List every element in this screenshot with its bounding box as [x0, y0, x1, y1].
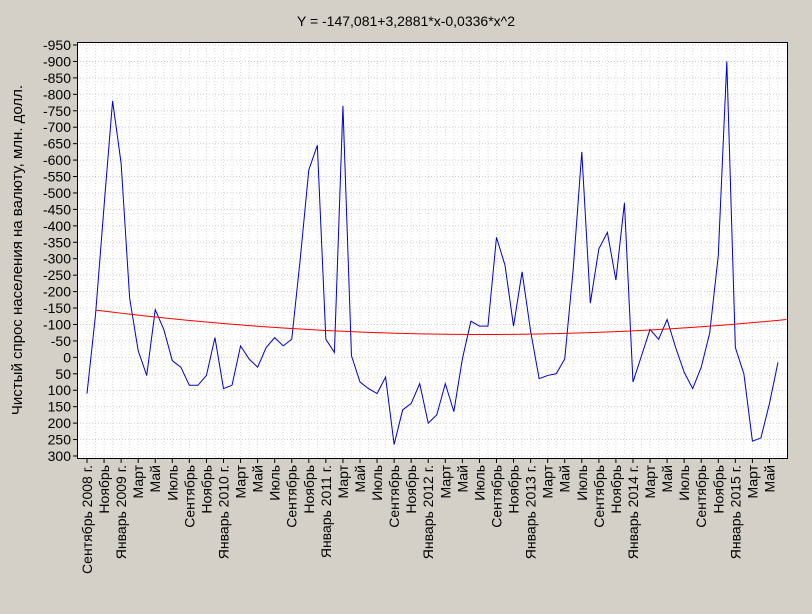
x-tick-label: Май [147, 465, 163, 492]
y-tick-label: 0 [63, 349, 71, 365]
y-tick-label: -50 [51, 333, 71, 349]
y-tick-label: 250 [48, 432, 72, 448]
grid-lines [77, 42, 788, 461]
series-layer [86, 61, 787, 445]
y-tick-label: -250 [43, 267, 71, 283]
x-tick-label: Май [352, 465, 368, 492]
y-tick-label: -700 [43, 119, 71, 135]
y-tick-label: 50 [55, 366, 71, 382]
plot-border [77, 42, 788, 459]
x-tick-label: Ноябрь [506, 465, 522, 514]
y-tick-label: -600 [43, 152, 71, 168]
y-tick-label: -350 [43, 234, 71, 250]
x-tick-label: Март [233, 464, 249, 498]
y-tick-label: -750 [43, 103, 71, 119]
x-tick-label: Май [454, 465, 470, 492]
x-tick-label: Январь 2013 г. [523, 465, 539, 559]
y-tick-label: -500 [43, 185, 71, 201]
x-tick-label: Март [437, 464, 453, 498]
x-tick-label: Июль [676, 465, 692, 501]
plot-area [77, 42, 788, 459]
x-tick-label: Май [761, 465, 777, 492]
y-tick-label: -850 [43, 70, 71, 86]
x-tick-label: Сентябрь [386, 465, 402, 528]
x-tick-label: Ноябрь [301, 465, 317, 514]
x-tick-label: Сентябрь [488, 465, 504, 528]
y-tick-label: -100 [43, 316, 71, 332]
y-tick-label: -300 [43, 251, 71, 267]
x-tick-label: Март [130, 464, 146, 498]
x-axis: Сентябрь 2008 г. Ноябрь Январь 2009 г. Март… [79, 459, 777, 574]
x-tick-label: Сентябрь [693, 465, 709, 528]
y-axis: -950-900-850-800-750-700-650-600-550-500… [43, 37, 77, 464]
x-tick-label: Январь 2012 г. [420, 465, 436, 559]
x-tick-label: Июль [164, 465, 180, 501]
x-tick-label: Сентябрь 2008 г. [79, 465, 95, 574]
x-tick-label: Сентябрь [284, 465, 300, 528]
x-tick-label: Май [250, 465, 266, 492]
x-tick-label: Май [557, 465, 573, 492]
x-tick-label: Май [659, 465, 675, 492]
x-tick-label: Март [642, 464, 658, 498]
y-tick-label: -800 [43, 86, 71, 102]
x-tick-label: Март [335, 464, 351, 498]
x-tick-label: Январь 2015 г. [727, 465, 743, 559]
x-tick-label: Июль [267, 465, 283, 501]
x-tick-label: Январь 2014 г. [625, 465, 641, 559]
y-tick-label: 300 [48, 448, 72, 464]
chart-title: Y = -147,081+3,2881*x-0,0336*x^2 [297, 13, 515, 29]
y-tick-label: 200 [48, 415, 72, 431]
y-tick-label: -150 [43, 300, 71, 316]
series-line-trend [95, 309, 787, 335]
y-tick-label: -650 [43, 136, 71, 152]
x-tick-label: Июль [369, 465, 385, 501]
x-tick-label: Ноябрь [710, 465, 726, 514]
x-tick-label: Март [744, 464, 760, 498]
x-tick-label: Ноябрь [96, 465, 112, 514]
x-tick-label: Ноябрь [403, 465, 419, 514]
y-tick-label: -200 [43, 284, 71, 300]
y-tick-label: 100 [48, 382, 72, 398]
y-tick-label: -400 [43, 218, 71, 234]
x-tick-label: Июль [471, 465, 487, 501]
y-tick-label: -900 [43, 53, 71, 69]
x-tick-label: Март [540, 464, 556, 498]
x-tick-label: Ноябрь [198, 465, 214, 514]
x-tick-label: Сентябрь [181, 465, 197, 528]
x-tick-label: Сентябрь [591, 465, 607, 528]
x-tick-label: Январь 2011 г. [318, 465, 334, 558]
x-tick-label: Январь 2010 г. [215, 465, 231, 559]
y-tick-label: -450 [43, 201, 71, 217]
y-tick-label: -550 [43, 169, 71, 185]
x-tick-label: Январь 2009 г. [113, 465, 129, 559]
y-tick-label: -950 [43, 37, 71, 53]
y-tick-label: 150 [48, 399, 72, 415]
y-axis-label: Чистый спрос населения на валюту, млн. д… [9, 85, 26, 415]
x-tick-label: Июль [574, 465, 590, 501]
x-tick-label: Ноябрь [608, 465, 624, 514]
